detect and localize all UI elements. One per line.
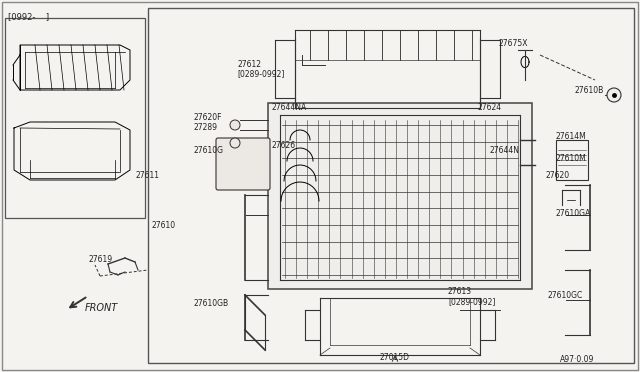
Text: 27289: 27289 (193, 122, 217, 131)
Text: 27610GC: 27610GC (548, 291, 583, 299)
Text: 27626: 27626 (272, 141, 296, 150)
Text: 27614M: 27614M (556, 131, 587, 141)
Text: 27624: 27624 (478, 103, 502, 112)
Bar (556, 140, 588, 180)
Text: 27619: 27619 (88, 256, 112, 264)
Text: 27611: 27611 (135, 170, 159, 180)
Text: 27620: 27620 (546, 170, 570, 180)
Text: 27675X: 27675X (499, 38, 529, 48)
Text: [0992-    ]: [0992- ] (8, 12, 49, 21)
Bar (148, 8, 634, 363)
Text: 27610G: 27610G (193, 145, 223, 154)
Text: A97·0.09: A97·0.09 (560, 355, 595, 364)
Text: FRONT: FRONT (85, 303, 118, 313)
Text: 27610GA: 27610GA (556, 208, 591, 218)
Text: 27610M: 27610M (556, 154, 587, 163)
Circle shape (230, 120, 240, 130)
Text: [0289-0992]: [0289-0992] (448, 298, 495, 307)
Circle shape (607, 88, 621, 102)
Text: 27612: 27612 (237, 60, 261, 68)
Text: 27610B: 27610B (575, 86, 604, 94)
Bar (268, 103, 532, 289)
Bar (5, 18, 145, 218)
Text: 27620F: 27620F (193, 112, 221, 122)
Text: 27644NA: 27644NA (272, 103, 307, 112)
Text: 27613: 27613 (448, 288, 472, 296)
FancyBboxPatch shape (216, 138, 270, 190)
Text: 27610: 27610 (151, 221, 175, 230)
Circle shape (230, 138, 240, 148)
Text: 27015D: 27015D (380, 353, 410, 362)
Text: [0289-0992]: [0289-0992] (237, 70, 284, 78)
Text: 27610GB: 27610GB (193, 298, 228, 308)
Text: 27644N: 27644N (490, 145, 520, 154)
